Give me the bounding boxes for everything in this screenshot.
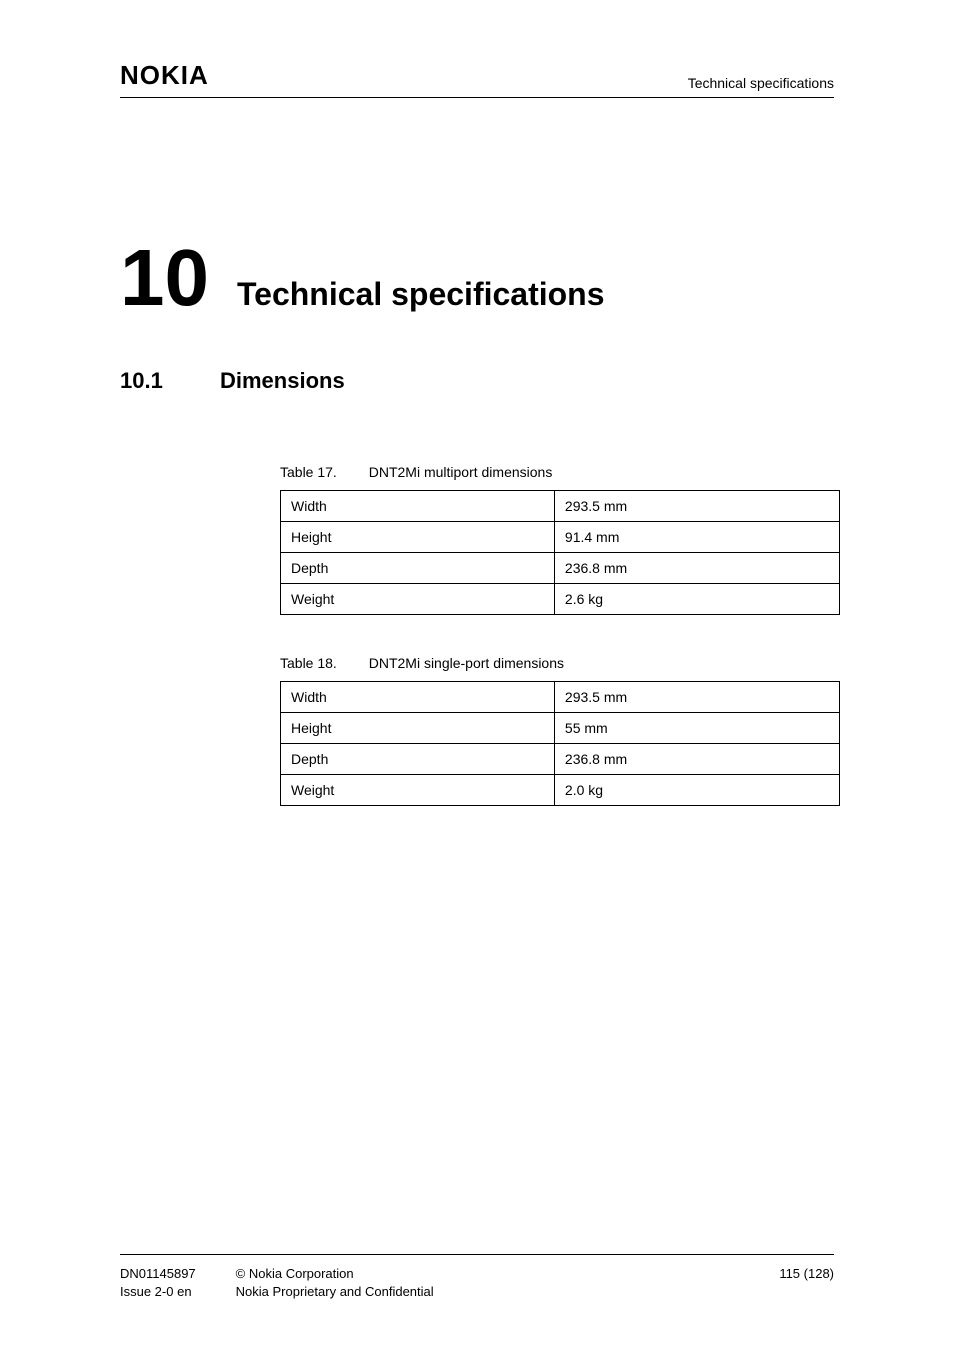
table-row: Width 293.5 mm bbox=[281, 682, 840, 713]
header-section-title: Technical specifications bbox=[688, 75, 834, 91]
footer-center: © Nokia Corporation Nokia Proprietary an… bbox=[196, 1265, 780, 1301]
spec-value: 293.5 mm bbox=[554, 682, 839, 713]
spec-key: Depth bbox=[281, 553, 555, 584]
spec-value: 91.4 mm bbox=[554, 522, 839, 553]
spec-key: Weight bbox=[281, 584, 555, 615]
spec-key: Weight bbox=[281, 775, 555, 806]
dimensions-table-singleport: Width 293.5 mm Height 55 mm Depth 236.8 … bbox=[280, 681, 840, 806]
chapter-title: Technical specifications bbox=[237, 276, 605, 313]
section-heading: 10.1 Dimensions bbox=[120, 368, 834, 394]
dimensions-table-multiport: Width 293.5 mm Height 91.4 mm Depth 236.… bbox=[280, 490, 840, 615]
table-row: Depth 236.8 mm bbox=[281, 744, 840, 775]
footer-left: DN01145897 Issue 2-0 en bbox=[120, 1265, 196, 1301]
table-row: Weight 2.0 kg bbox=[281, 775, 840, 806]
page-header: NOKIA Technical specifications bbox=[120, 60, 834, 98]
spec-value: 2.6 kg bbox=[554, 584, 839, 615]
table-caption: Table 17. DNT2Mi multiport dimensions bbox=[280, 464, 834, 480]
footer-confidential: Nokia Proprietary and Confidential bbox=[236, 1283, 780, 1301]
footer-page-number: 115 (128) bbox=[779, 1265, 834, 1283]
spec-key: Width bbox=[281, 491, 555, 522]
spec-value: 293.5 mm bbox=[554, 491, 839, 522]
table-row: Height 55 mm bbox=[281, 713, 840, 744]
spec-key: Height bbox=[281, 522, 555, 553]
table-caption-text: DNT2Mi multiport dimensions bbox=[369, 464, 553, 480]
table-caption: Table 18. DNT2Mi single-port dimensions bbox=[280, 655, 834, 671]
page-footer: DN01145897 Issue 2-0 en © Nokia Corporat… bbox=[120, 1254, 834, 1301]
section-title: Dimensions bbox=[220, 368, 345, 394]
spec-value: 236.8 mm bbox=[554, 744, 839, 775]
table-row: Height 91.4 mm bbox=[281, 522, 840, 553]
nokia-logo: NOKIA bbox=[120, 60, 209, 91]
table-row: Depth 236.8 mm bbox=[281, 553, 840, 584]
spec-key: Height bbox=[281, 713, 555, 744]
footer-issue: Issue 2-0 en bbox=[120, 1283, 196, 1301]
spec-value: 236.8 mm bbox=[554, 553, 839, 584]
table-block-18: Table 18. DNT2Mi single-port dimensions … bbox=[280, 655, 834, 806]
spec-key: Width bbox=[281, 682, 555, 713]
section-number: 10.1 bbox=[120, 368, 220, 394]
chapter-heading: 10 Technical specifications bbox=[120, 238, 834, 318]
table-row: Weight 2.6 kg bbox=[281, 584, 840, 615]
table-caption-text: DNT2Mi single-port dimensions bbox=[369, 655, 564, 671]
footer-copyright: © Nokia Corporation bbox=[236, 1265, 780, 1283]
footer-right: 115 (128) bbox=[779, 1265, 834, 1301]
table-caption-label: Table 18. bbox=[280, 655, 337, 671]
table-row: Width 293.5 mm bbox=[281, 491, 840, 522]
table-caption-label: Table 17. bbox=[280, 464, 337, 480]
page: NOKIA Technical specifications 10 Techni… bbox=[0, 0, 954, 1351]
spec-key: Depth bbox=[281, 744, 555, 775]
footer-doc-number: DN01145897 bbox=[120, 1265, 196, 1283]
spec-value: 55 mm bbox=[554, 713, 839, 744]
chapter-number: 10 bbox=[120, 238, 209, 318]
table-block-17: Table 17. DNT2Mi multiport dimensions Wi… bbox=[280, 464, 834, 615]
spec-value: 2.0 kg bbox=[554, 775, 839, 806]
